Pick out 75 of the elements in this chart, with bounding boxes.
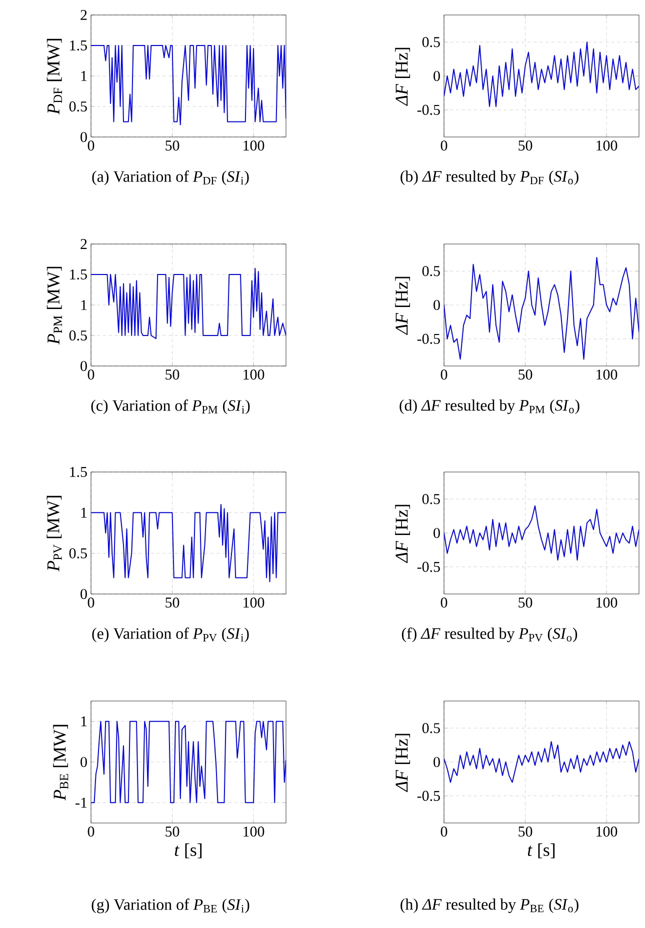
y-axis-title: ΔF [Hz] (395, 48, 410, 106)
y-tick-label: 0 (434, 70, 440, 82)
y-tick-label: -0.5 (417, 334, 440, 344)
x-tick-label: 100 (244, 826, 264, 837)
y-axis-title: P$_{BE}$ [MW] (53, 724, 68, 800)
y-tick-label: 1 (81, 508, 87, 518)
x-tick-label: 100 (596, 598, 618, 608)
x-tick-label: 0 (440, 598, 448, 608)
x-tick-label: 100 (596, 370, 618, 380)
x-tick-label: 100 (596, 826, 618, 837)
y-tick-label: -1 (76, 798, 87, 808)
line-series (444, 42, 640, 107)
x-tick-label: 50 (518, 826, 532, 837)
chart-title: (h) ΔF resulted by P$_{BE}$ (SI$_{o}$) (400, 898, 578, 914)
y-axis-title: P$_{PM}$ [MW] (46, 266, 62, 345)
line-series (91, 504, 286, 582)
x-tick-label: 0 (88, 370, 94, 380)
y-tick-label: -0.5 (417, 790, 440, 801)
x-tick-label: 0 (440, 826, 448, 837)
y-tick-label: 0.5 (422, 266, 440, 276)
x-tick-label: 100 (596, 140, 618, 151)
y-tick-label: 0 (80, 588, 87, 600)
x-tick-label: 0 (440, 370, 448, 380)
text: (e) Variation of P$_{PV}$ (SI$_{i}$) (92, 628, 249, 642)
y-tick-label: 0.5 (69, 101, 87, 112)
y-tick-label: 1 (81, 71, 87, 81)
chart-title: (b) ΔF resulted by P$_{DF}$ (SI$_{o}$) (400, 170, 578, 186)
line-series (91, 268, 286, 340)
y-tick-label: 1 (81, 300, 87, 310)
y-tick-label: 0.5 (422, 723, 440, 734)
y-tick-label: 0.5 (422, 37, 440, 48)
x-tick-label: 0 (88, 826, 94, 837)
y-axis-title: ΔF [Hz] (395, 276, 410, 336)
y-tick-label: 0.5 (422, 494, 440, 504)
y-tick-label: 0.5 (69, 548, 87, 558)
text: (a) Variation of P$_{DF}$ (SI$_{i}$) (92, 170, 249, 186)
x-tick-label: 50 (518, 370, 532, 380)
text: (g) Variation of P$_{BE}$ (SI$_{i}$) (92, 898, 250, 914)
x-tick-label: 50 (166, 370, 180, 380)
x-tick-label: 100 (244, 140, 264, 151)
x-tick-label: 0 (88, 598, 94, 608)
y-axis-title: ΔF [Hz] (395, 734, 410, 792)
x-tick-label: 50 (518, 140, 532, 151)
x-tick-label: 50 (518, 598, 532, 608)
x-axis-title: t [s] (528, 843, 555, 858)
y-tick-label: -0.5 (417, 562, 440, 572)
x-tick-label: 100 (244, 370, 264, 380)
y-axis-title: P$_{PV}$ [MW] (46, 496, 62, 572)
y-tick-label: 1.5 (70, 466, 87, 478)
x-tick-label: 0 (440, 140, 448, 151)
y-tick-label: 1.5 (70, 40, 87, 51)
line-series (91, 44, 286, 126)
y-tick-label: 0 (80, 756, 87, 768)
x-tick-label: 50 (166, 826, 180, 837)
y-tick-label: 2 (80, 239, 87, 249)
text: (c) Variation of P$_{PM}$ (SI$_{i}$) (91, 400, 250, 414)
y-tick-label: -0.5 (417, 104, 440, 115)
y-tick-label: 1.5 (70, 269, 87, 280)
y-tick-label: 0 (80, 360, 87, 372)
x-axis-title: t [s] (174, 843, 202, 858)
y-tick-label: 0 (434, 756, 440, 768)
x-tick-label: 100 (244, 598, 264, 608)
y-tick-label: 1 (81, 716, 87, 726)
chart-title: (d) ΔF resulted by P$_{PM}$ (SI$_{o}$) (400, 400, 580, 414)
y-tick-label: 2 (80, 10, 87, 20)
y-tick-label: 0 (434, 528, 440, 538)
y-tick-label: 0.5 (69, 330, 87, 341)
x-tick-label: 0 (88, 140, 94, 151)
y-axis-title: ΔF [Hz] (395, 504, 410, 564)
y-axis-title: P$_{DF}$ [MW] (46, 38, 62, 114)
y-tick-label: 0 (434, 300, 440, 310)
x-tick-label: 50 (166, 140, 180, 151)
chart-title: (f) ΔF resulted by P$_{PV}$ (SI$_{o}$) (402, 628, 578, 642)
x-tick-label: 50 (166, 598, 180, 608)
y-tick-label: 0 (80, 132, 87, 142)
